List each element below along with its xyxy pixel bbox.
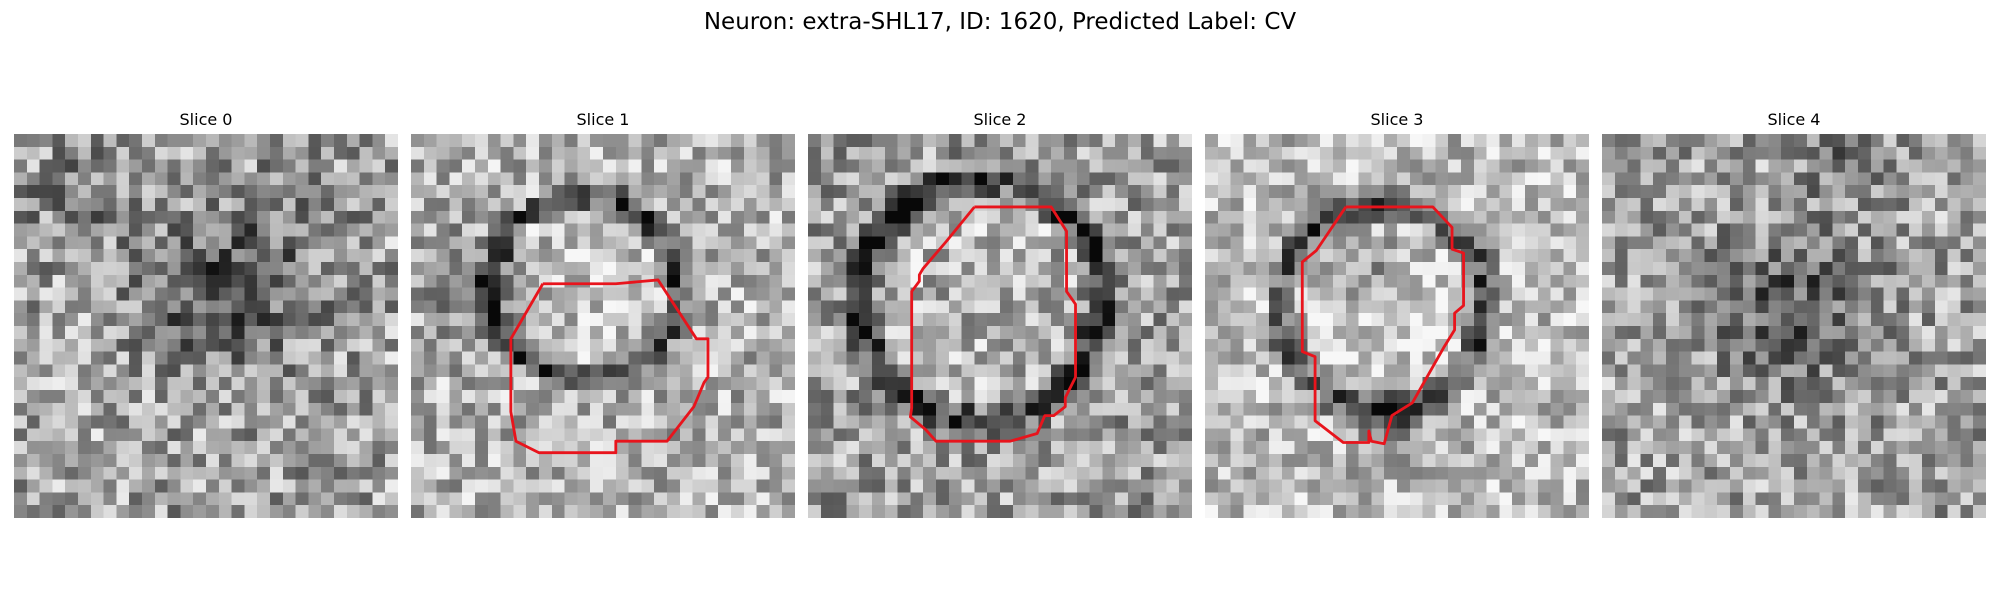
panel-title: Slice 4 xyxy=(1767,110,1821,129)
slice-image xyxy=(1602,134,1986,518)
segmentation-contour xyxy=(509,278,710,455)
slice-image xyxy=(14,134,398,518)
panel-title: Slice 0 xyxy=(179,110,233,129)
slice-image xyxy=(808,134,1192,518)
panel-title: Slice 3 xyxy=(1370,110,1424,129)
segmentation-contour xyxy=(1300,205,1465,446)
figure-title: Neuron: extra-SHL17, ID: 1620, Predicted… xyxy=(703,9,1297,35)
segmentation-contour xyxy=(908,205,1077,443)
panel-title: Slice 2 xyxy=(973,110,1027,129)
slice-image xyxy=(1205,134,1589,518)
panel-title: Slice 1 xyxy=(576,110,630,129)
slice-image xyxy=(411,134,795,518)
